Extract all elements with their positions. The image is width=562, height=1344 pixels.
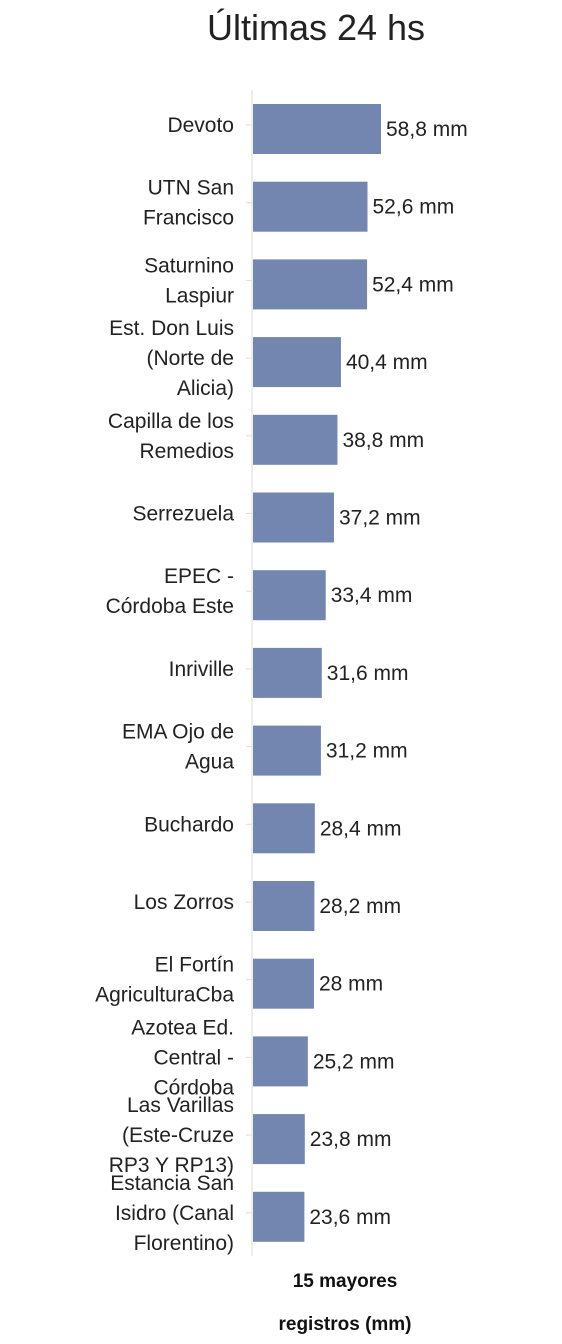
category-label: El Fortín AgriculturaCba (95, 954, 234, 1007)
category-label: EPEC - Córdoba Este (106, 565, 234, 618)
category-label-line: Alicia) (177, 377, 234, 400)
bar (253, 1191, 305, 1242)
bar (253, 414, 338, 465)
category-label-line: El Fortín (155, 954, 234, 977)
category-label-line: Serrezuela (132, 503, 234, 526)
data-label: 38,8 mm (342, 429, 424, 452)
category-label-line: Córdoba (153, 1076, 234, 1099)
category-label-line: Isidro (Canal (115, 1202, 234, 1225)
category-label-line: EMA Ojo de (122, 721, 234, 744)
bar (253, 104, 381, 154)
data-label: 25,2 mm (313, 1050, 395, 1073)
bar (253, 881, 315, 931)
category-label-line: Córdoba Este (106, 595, 234, 618)
category-label-line: UTN San (148, 177, 234, 200)
data-label: 31,2 mm (326, 740, 408, 763)
x-axis-label: 15 mayores registros (mm) (278, 1271, 411, 1335)
bar (253, 1114, 305, 1165)
bar (253, 647, 322, 698)
category-label: Las Varillas (Este-Cruze RP3 Y RP13) (109, 1094, 234, 1177)
category-label-line: Francisco (143, 207, 234, 230)
category-label: Buchardo (144, 813, 234, 836)
data-label: 37,2 mm (339, 507, 421, 530)
bar (253, 492, 334, 543)
category-label-line: Florentino) (134, 1232, 234, 1255)
category-label-line: Saturnino (144, 254, 234, 277)
category-label: Capilla de los Remedios (108, 410, 234, 463)
category-label-line: Inriville (169, 658, 234, 681)
data-label: 52,4 mm (372, 273, 454, 296)
category-label: Est. Don Luis (Norte de Alicia) (109, 317, 234, 400)
category-label-line: Remedios (139, 440, 234, 463)
category-label-line: Los Zorros (134, 891, 234, 914)
category-label: Estancia San Isidro (Canal Florentino) (110, 1172, 234, 1255)
data-label: 28,4 mm (320, 817, 402, 840)
category-label-line: Devoto (167, 114, 234, 137)
x-axis-label-line: registros (mm) (278, 1314, 411, 1335)
category-label-line: Est. Don Luis (109, 317, 234, 340)
data-label: 52,6 mm (373, 196, 455, 219)
chart-title: Últimas 24 hs (207, 7, 425, 48)
category-label: UTN San Francisco (143, 177, 234, 230)
category-label-line: Capilla de los (108, 410, 234, 433)
category-labels-group: Devoto UTN San Francisco Saturnino Laspiur Es… (95, 114, 234, 1255)
bar (253, 958, 314, 1009)
category-label: Inriville (169, 658, 234, 681)
category-label-line: Central - (153, 1046, 234, 1069)
category-label-line: Agua (185, 751, 234, 774)
data-label: 23,8 mm (310, 1128, 392, 1151)
category-label-line: Buchardo (144, 813, 234, 836)
bar (253, 259, 368, 310)
category-label-line: (Norte de (146, 347, 234, 370)
category-label-line: Las Varillas (127, 1094, 234, 1117)
category-label: Azotea Ed. Central - Córdoba (131, 1016, 234, 1099)
bar (253, 1036, 308, 1087)
data-label: 23,6 mm (309, 1206, 391, 1229)
x-axis-label-line: 15 mayores (293, 1271, 398, 1292)
category-label-line: (Este-Cruze (122, 1124, 234, 1147)
data-label: 58,8 mm (386, 118, 468, 141)
category-label-line: Laspiur (165, 284, 234, 307)
data-label: 28,2 mm (319, 895, 401, 918)
data-label: 28 mm (319, 973, 383, 996)
category-label: Serrezuela (132, 503, 234, 526)
bars-group (246, 104, 381, 1242)
bar (253, 725, 321, 776)
bar (253, 337, 341, 388)
category-label: EMA Ojo de Agua (122, 721, 234, 774)
value-labels-group: 58,8 mm 52,6 mm 52,4 mm 40,4 mm 38,8 mm 37,2 … (309, 118, 467, 1229)
data-label: 33,4 mm (331, 584, 413, 607)
category-label: Saturnino Laspiur (144, 254, 234, 307)
bar (253, 570, 326, 621)
category-label-line: AgriculturaCba (95, 984, 234, 1007)
category-label: Devoto (167, 114, 234, 137)
category-label-line: EPEC - (164, 565, 234, 588)
bar (253, 803, 315, 854)
data-label: 31,6 mm (327, 662, 409, 685)
category-label-line: Estancia San (110, 1172, 234, 1195)
category-label-line: Azotea Ed. (131, 1016, 234, 1039)
category-label-line: RP3 Y RP13) (109, 1154, 234, 1177)
bar (253, 181, 368, 232)
data-label: 40,4 mm (346, 351, 428, 374)
category-label: Los Zorros (134, 891, 234, 914)
